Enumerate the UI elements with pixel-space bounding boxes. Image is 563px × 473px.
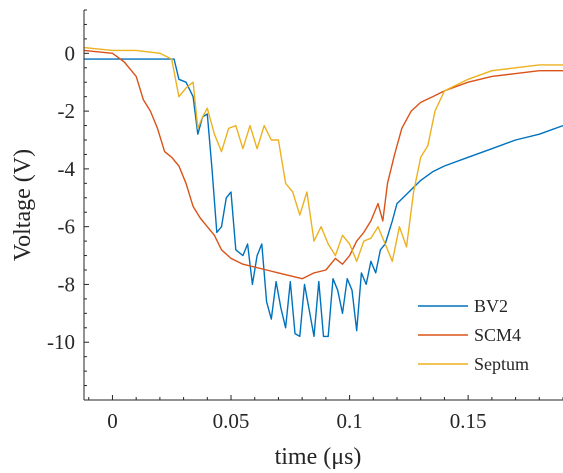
x-axis-label: time (μs): [275, 444, 362, 470]
series-line-scm4: [83, 49, 563, 280]
series-line-bv2: [84, 58, 563, 338]
y-tick-label: -6: [58, 215, 76, 239]
axes-layer: [83, 10, 563, 401]
legend: BV2 SCM4 Septum: [412, 285, 553, 382]
x-tick-label: 0.15: [450, 409, 487, 433]
y-tick-label: -10: [47, 330, 75, 354]
y-tick-label: 0: [65, 41, 76, 65]
y-tick-label: -4: [58, 157, 76, 181]
legend-label-septum: Septum: [474, 354, 529, 374]
legend-label-scm4: SCM4: [474, 325, 521, 345]
x-tick-label: 0: [107, 409, 118, 433]
legend-label-bv2: BV2: [474, 296, 508, 316]
ticks-layer: 0 0.05 0.1 0.15 0 -2 -4 -6 -8 -10: [47, 9, 563, 433]
legend-box: [412, 285, 553, 382]
y-tick-label: -2: [58, 99, 76, 123]
x-tick-label: 0.1: [336, 409, 362, 433]
series-layer: [83, 46, 563, 338]
y-axis-label: Voltage (V): [10, 149, 36, 261]
y-tick-label: -8: [58, 272, 76, 296]
x-tick-label: 0.05: [213, 409, 250, 433]
series-line-septum: [83, 46, 563, 262]
